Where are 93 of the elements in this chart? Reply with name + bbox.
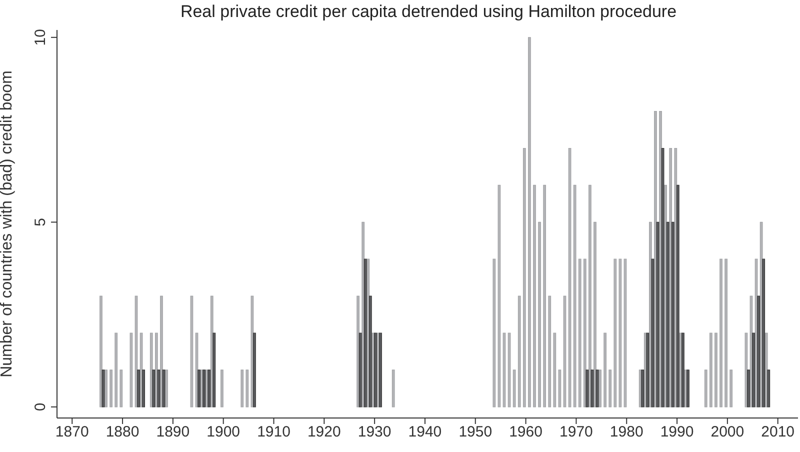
- bar: [646, 332, 650, 408]
- x-tick-label: 1940: [408, 424, 442, 441]
- bar: [533, 184, 536, 408]
- x-tick-label: 1910: [257, 424, 290, 441]
- bar: [120, 370, 123, 408]
- x-tick-label: 1880: [106, 424, 140, 441]
- bar: [558, 370, 562, 408]
- x-tick-label: 1890: [156, 424, 190, 441]
- y-axis-title: Number of countries with (bad) credit boom: [0, 70, 16, 378]
- bar: [709, 332, 712, 408]
- x-tick-label: 1950: [458, 424, 492, 441]
- bar: [356, 296, 360, 408]
- bar: [220, 370, 224, 408]
- y-tick-label: 0: [32, 402, 49, 412]
- bar: [392, 370, 395, 408]
- bar: [588, 184, 592, 408]
- bar: [137, 370, 140, 408]
- bar: [747, 370, 750, 408]
- bar: [682, 332, 684, 408]
- bar: [512, 370, 516, 408]
- bar: [614, 258, 617, 408]
- bar: [720, 258, 722, 408]
- bar: [208, 370, 211, 408]
- bar: [573, 184, 576, 408]
- bar: [358, 332, 362, 408]
- chart-title: Real private credit per capita detrended using Hamilton procedure: [179, 2, 678, 22]
- bar: [198, 370, 200, 408]
- bar: [522, 148, 526, 408]
- bar: [246, 370, 249, 408]
- bar: [165, 370, 168, 408]
- bar: [157, 370, 160, 408]
- bar: [598, 370, 602, 408]
- bar: [374, 332, 377, 408]
- bar: [212, 332, 216, 408]
- bar: [714, 332, 718, 408]
- bar: [594, 222, 596, 408]
- bar: [152, 370, 156, 408]
- bar: [253, 332, 256, 408]
- bar: [498, 184, 501, 408]
- bar: [368, 296, 372, 408]
- x-tick-label: 2000: [710, 424, 744, 441]
- bar: [767, 370, 770, 408]
- bar: [651, 258, 654, 408]
- x-tick-label: 1900: [206, 424, 240, 441]
- bar: [110, 370, 112, 408]
- y-tick-label: 10: [32, 29, 49, 46]
- bar: [744, 332, 748, 408]
- bar: [548, 296, 552, 408]
- x-tick-label: 2010: [761, 424, 795, 441]
- bar: [618, 258, 622, 408]
- bar: [757, 296, 760, 408]
- bar: [586, 370, 589, 408]
- bar: [114, 332, 118, 408]
- x-tick-label: 1920: [307, 424, 341, 441]
- bar: [704, 370, 708, 408]
- bar: [664, 184, 667, 408]
- bar: [590, 370, 594, 408]
- bar: [604, 332, 606, 408]
- bar: [641, 370, 644, 408]
- bar: [160, 296, 163, 408]
- x-tick-label: 1870: [55, 424, 89, 441]
- bar: [202, 370, 206, 408]
- x-tick-label: 1990: [660, 424, 694, 441]
- bar: [379, 332, 382, 408]
- bar: [686, 370, 690, 408]
- y-tick-label: 5: [32, 218, 49, 226]
- bar: [730, 370, 733, 408]
- bar: [578, 258, 582, 408]
- bar: [752, 332, 755, 408]
- bar: [538, 222, 541, 408]
- bar: [518, 296, 521, 408]
- bar: [492, 258, 496, 408]
- bar: [100, 296, 102, 408]
- bar: [553, 332, 556, 408]
- bar: [104, 370, 108, 408]
- bar: [142, 370, 146, 408]
- bar: [666, 222, 670, 408]
- bar: [364, 258, 367, 408]
- bar: [608, 370, 612, 408]
- bar: [676, 184, 680, 408]
- bar: [250, 296, 254, 408]
- bar: [528, 37, 531, 408]
- bar: [671, 222, 674, 408]
- bar: [724, 258, 728, 408]
- x-tick-label: 1980: [610, 424, 644, 441]
- bar: [543, 184, 546, 408]
- x-tick-label: 1930: [358, 424, 392, 441]
- bar: [654, 110, 657, 408]
- bar: [240, 370, 244, 408]
- x-tick-label: 1960: [509, 424, 542, 441]
- bar: [762, 258, 766, 408]
- x-tick-label: 1970: [560, 424, 593, 441]
- bar: [583, 258, 586, 408]
